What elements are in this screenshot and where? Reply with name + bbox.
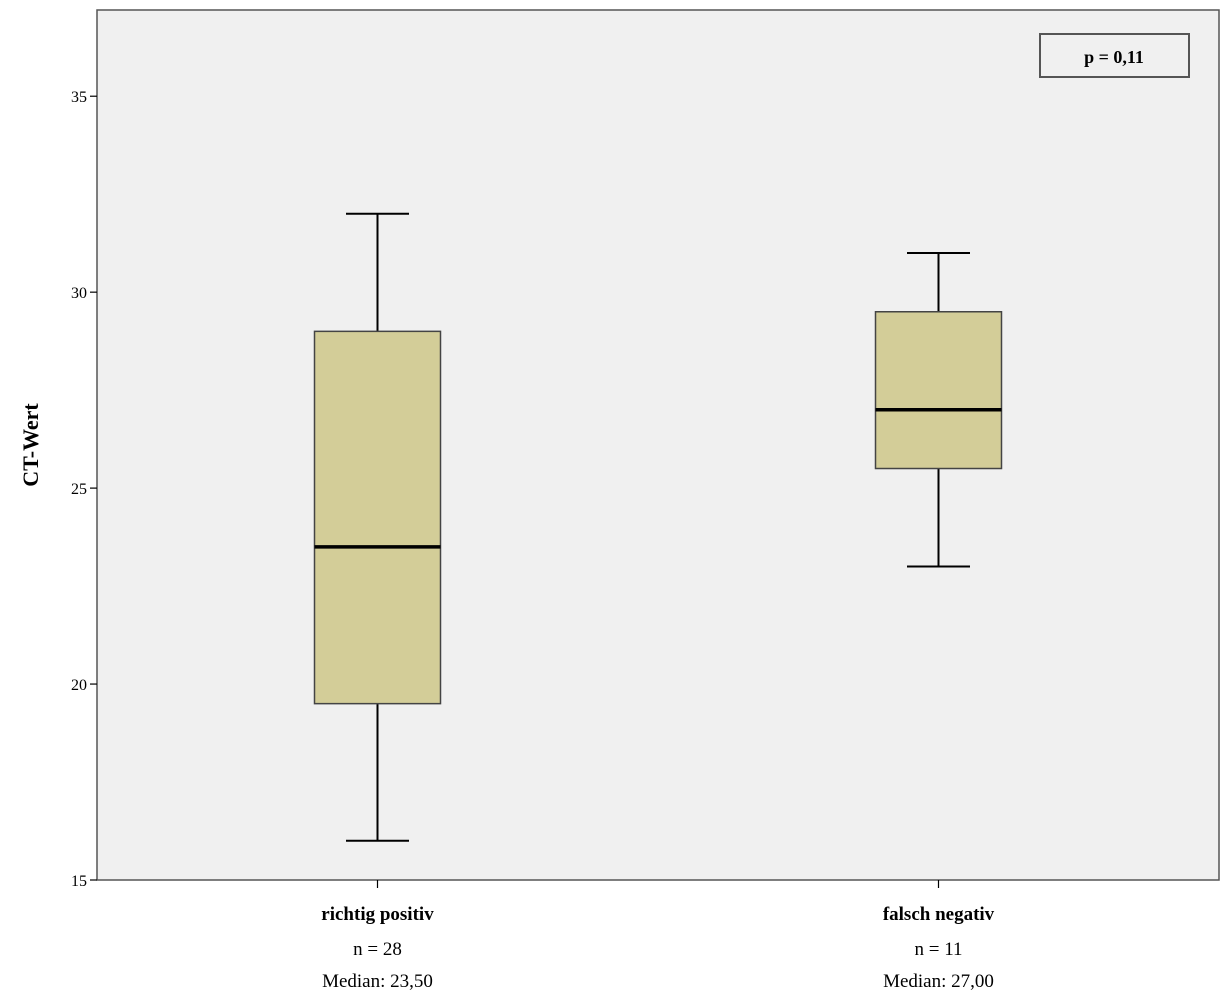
iqr-box [313,330,442,705]
box-richtig-positiv [313,212,442,842]
p-value-annotation: p = 0,11 [1039,33,1190,78]
y-tick-label: 30 [71,285,87,302]
box-falsch-negativ [874,251,1003,568]
category-n: n = 28 [353,939,402,960]
p-value-box [1039,33,1190,78]
iqr-box [874,311,1003,470]
y-tick-label: 15 [71,873,87,890]
y-axis-label: CT-Wert [18,403,43,487]
y-tick-label: 35 [71,89,87,106]
p-value-text: p = 0,11 [1084,47,1144,67]
x-axis-ticks [376,880,940,888]
y-axis-ticks: 15 20 25 30 35 [71,89,97,890]
box-series [313,212,1003,842]
category-name: falsch negativ [883,904,995,925]
category-labels: richtig positiv n = 28 Median: 23,50 falsch… [321,904,994,992]
category-name: richtig positiv [321,904,434,925]
y-tick-label: 25 [71,481,87,498]
plot-area [96,9,1220,881]
y-tick-label: 20 [71,677,87,694]
category-n: n = 11 [914,939,962,960]
category-median: Median: 23,50 [322,971,433,992]
category-median: Median: 27,00 [883,971,994,992]
